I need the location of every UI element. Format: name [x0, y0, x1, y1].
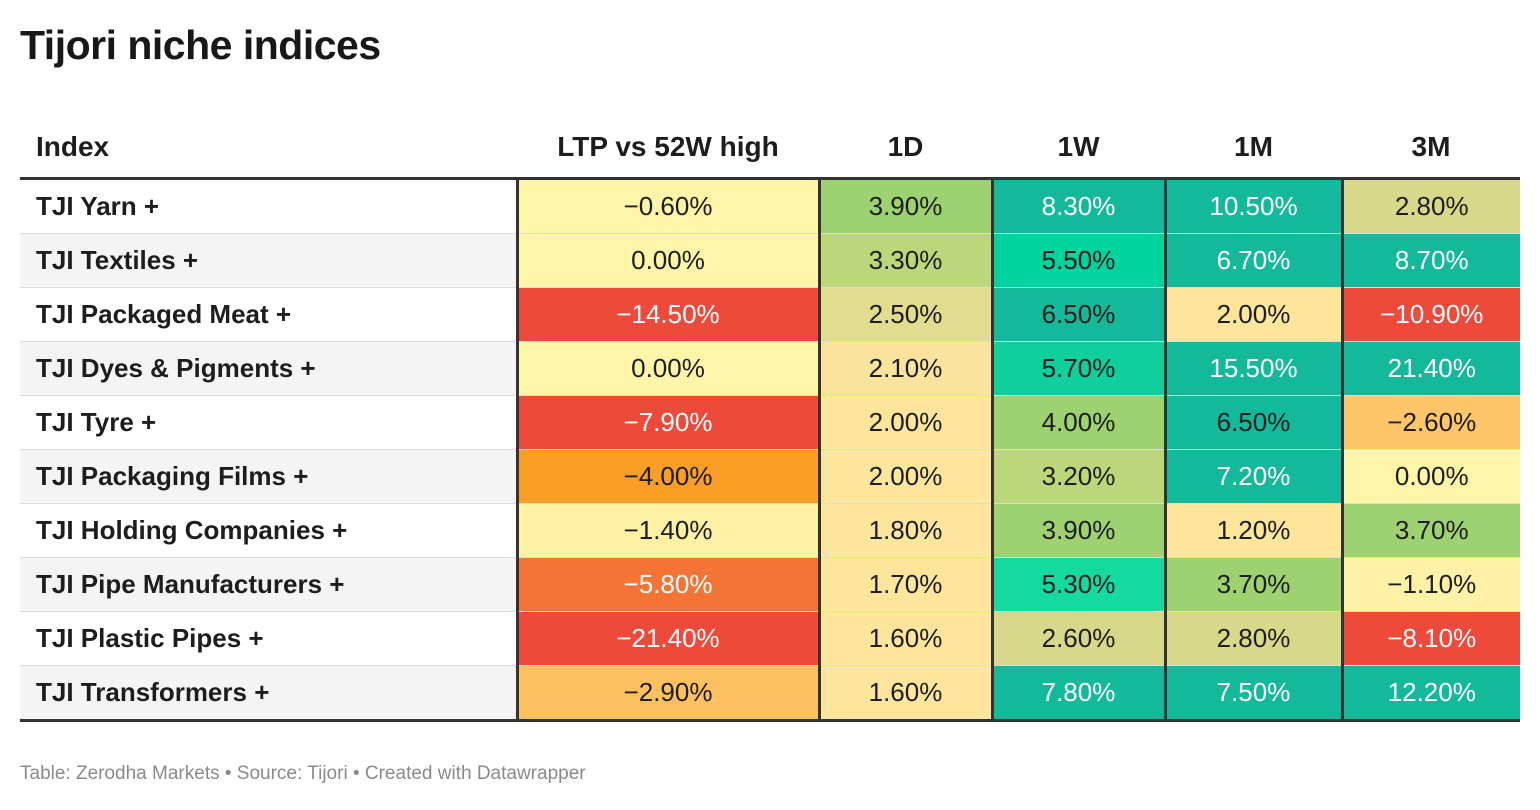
- header-row: Index LTP vs 52W high 1D 1W 1M 3M: [20, 116, 1520, 180]
- cell-ltp-vs-52w-high: −2.90%: [515, 665, 819, 722]
- table-row: TJI Holding Companies + −1.40% 1.80% 3.90% 1…: [20, 503, 1520, 558]
- cell-3m: 8.70%: [1340, 233, 1520, 288]
- cell-ltp-vs-52w-high: −5.80%: [515, 557, 819, 612]
- row-label: TJI Tyre +: [20, 395, 517, 450]
- cell-3m: 2.80%: [1340, 178, 1520, 234]
- cell-1d: 3.30%: [817, 233, 992, 288]
- data-table-wrapper: Index LTP vs 52W high 1D 1W 1M 3M TJI Ya…: [20, 116, 1520, 722]
- column-header-1m[interactable]: 1M: [1165, 116, 1342, 180]
- cell-1d: 1.70%: [817, 557, 992, 612]
- column-header-ltp-vs-52w-high[interactable]: LTP vs 52W high: [517, 116, 819, 180]
- table-row: TJI Plastic Pipes + −21.40% 1.60% 2.60% 2.80…: [20, 611, 1520, 666]
- cell-1w: 4.00%: [990, 395, 1165, 450]
- cell-1w: 3.90%: [990, 503, 1165, 558]
- cell-1m: 2.00%: [1163, 287, 1342, 342]
- cell-1d: 1.80%: [817, 503, 992, 558]
- table-row: TJI Dyes & Pigments +0.00% 2.10% 5.70% 15.5…: [20, 341, 1520, 396]
- cell-3m: −2.60%: [1340, 395, 1520, 450]
- cell-ltp-vs-52w-high: −4.00%: [515, 449, 819, 504]
- cell-ltp-vs-52w-high: −0.60%: [515, 178, 819, 234]
- cell-3m: −1.10%: [1340, 557, 1520, 612]
- row-label: TJI Plastic Pipes +: [20, 611, 517, 666]
- cell-1m: 1.20%: [1163, 503, 1342, 558]
- cell-ltp-vs-52w-high: −21.40%: [515, 611, 819, 666]
- cell-1w: 8.30%: [990, 178, 1165, 234]
- cell-1m: 7.50%: [1163, 665, 1342, 722]
- cell-3m: −8.10%: [1340, 611, 1520, 666]
- table-body: TJI Yarn + −0.60% 3.90% 8.30% 10.50% 2.80% TJI…: [20, 178, 1520, 722]
- cell-3m: 3.70%: [1340, 503, 1520, 558]
- cell-3m: −10.90%: [1340, 287, 1520, 342]
- cell-1m: 6.50%: [1163, 395, 1342, 450]
- table-row: TJI Packaging Films + −4.00% 2.00% 3.20% 7.2…: [20, 449, 1520, 504]
- table-row: TJI Packaged Meat + −14.50% 2.50% 6.50% 2.00…: [20, 287, 1520, 342]
- cell-1d: 3.90%: [817, 178, 992, 234]
- row-label: TJI Pipe Manufacturers +: [20, 557, 517, 612]
- indices-table: Index LTP vs 52W high 1D 1W 1M 3M TJI Ya…: [20, 116, 1520, 722]
- row-label: TJI Holding Companies +: [20, 503, 517, 558]
- table-row: TJI Yarn + −0.60% 3.90% 8.30% 10.50% 2.80%: [20, 178, 1520, 234]
- table-row: TJI Transformers + −2.90% 1.60% 7.80% 7.50% 1…: [20, 665, 1520, 722]
- row-label: TJI Dyes & Pigments +: [20, 341, 517, 396]
- cell-1d: 2.00%: [817, 449, 992, 504]
- table-row: TJI Tyre + −7.90% 2.00% 4.00% 6.50% −2.60%: [20, 395, 1520, 450]
- cell-1m: 2.80%: [1163, 611, 1342, 666]
- source-footer: Table: Zerodha Markets • Source: Tijori …: [20, 763, 586, 784]
- cell-1w: 3.20%: [990, 449, 1165, 504]
- row-label: TJI Packaged Meat +: [20, 287, 517, 342]
- cell-1d: 2.50%: [817, 287, 992, 342]
- column-header-index[interactable]: Index: [20, 116, 517, 180]
- row-label: TJI Packaging Films +: [20, 449, 517, 504]
- cell-1m: 3.70%: [1163, 557, 1342, 612]
- cell-1d: 2.00%: [817, 395, 992, 450]
- cell-1w: 5.30%: [990, 557, 1165, 612]
- row-label: TJI Textiles +: [20, 233, 517, 288]
- column-header-1d[interactable]: 1D: [819, 116, 992, 180]
- cell-1w: 5.50%: [990, 233, 1165, 288]
- table-row: TJI Pipe Manufacturers + −5.80% 1.70% 5.30%…: [20, 557, 1520, 612]
- cell-ltp-vs-52w-high: −1.40%: [515, 503, 819, 558]
- cell-1w: 6.50%: [990, 287, 1165, 342]
- table-header: Index LTP vs 52W high 1D 1W 1M 3M: [20, 116, 1520, 180]
- cell-3m: 0.00%: [1340, 449, 1520, 504]
- cell-3m: 12.20%: [1340, 665, 1520, 722]
- cell-1m: 6.70%: [1163, 233, 1342, 288]
- cell-ltp-vs-52w-high: 0.00%: [515, 233, 819, 288]
- column-header-1w[interactable]: 1W: [992, 116, 1165, 180]
- cell-1d: 1.60%: [817, 611, 992, 666]
- cell-ltp-vs-52w-high: 0.00%: [515, 341, 819, 396]
- cell-1m: 10.50%: [1163, 178, 1342, 234]
- cell-ltp-vs-52w-high: −14.50%: [515, 287, 819, 342]
- cell-ltp-vs-52w-high: −7.90%: [515, 395, 819, 450]
- row-label: TJI Yarn +: [20, 178, 517, 234]
- cell-1w: 2.60%: [990, 611, 1165, 666]
- table-row: TJI Textiles +0.00% 3.30% 5.50% 6.70% 8.70%: [20, 233, 1520, 288]
- cell-1w: 5.70%: [990, 341, 1165, 396]
- column-header-3m[interactable]: 3M: [1342, 116, 1520, 180]
- cell-1d: 1.60%: [817, 665, 992, 722]
- cell-1m: 15.50%: [1163, 341, 1342, 396]
- row-label: TJI Transformers +: [20, 665, 517, 722]
- cell-1d: 2.10%: [817, 341, 992, 396]
- cell-1m: 7.20%: [1163, 449, 1342, 504]
- cell-1w: 7.80%: [990, 665, 1165, 722]
- page-title: Tijori niche indices: [20, 22, 381, 68]
- cell-3m: 21.40%: [1340, 341, 1520, 396]
